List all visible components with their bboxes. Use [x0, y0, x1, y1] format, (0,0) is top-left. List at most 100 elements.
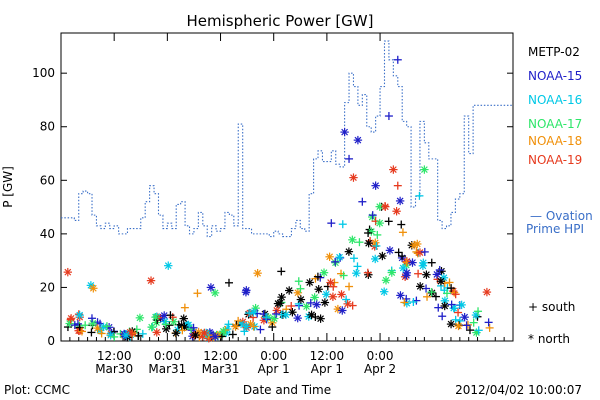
x-tick-label-date: Apr 2 — [364, 362, 396, 376]
y-tick-label: 60 — [40, 173, 55, 187]
north-marker — [416, 282, 425, 291]
north-marker — [177, 321, 186, 330]
north-marker — [385, 246, 395, 255]
north-marker — [387, 268, 397, 277]
north-marker — [364, 238, 373, 248]
south-marker — [224, 278, 233, 287]
legend-noaa-19: NOAA-19 — [528, 153, 582, 167]
north-marker — [310, 293, 319, 302]
north-marker — [371, 181, 380, 190]
south-marker — [342, 295, 351, 304]
south-marker — [485, 323, 494, 332]
north-marker — [314, 285, 323, 294]
north-marker — [281, 310, 291, 319]
x-tick-label-time: 0:00 — [260, 349, 287, 363]
south-marker — [397, 220, 406, 229]
south-marker — [393, 181, 402, 190]
south-marker — [427, 288, 436, 297]
north-marker — [152, 328, 161, 337]
north-marker — [398, 263, 408, 273]
south-marker — [87, 314, 96, 323]
y-tick-label: 20 — [40, 280, 55, 294]
south-marker — [415, 191, 424, 200]
north-marker — [454, 321, 463, 331]
south-marker — [339, 271, 348, 280]
south-marker — [454, 308, 463, 317]
north-marker — [293, 313, 302, 323]
south-marker — [77, 327, 86, 336]
south-marker — [409, 298, 418, 307]
north-marker — [375, 218, 384, 228]
north-marker — [242, 286, 251, 295]
south-marker — [451, 290, 460, 299]
south-marker — [447, 300, 456, 309]
south-marker — [414, 269, 423, 278]
north-marker — [436, 277, 446, 286]
data-markers — [63, 55, 494, 343]
south-marker — [402, 294, 411, 303]
south-marker — [228, 330, 237, 339]
north-marker — [319, 268, 329, 277]
north-marker — [340, 127, 349, 137]
south-marker — [451, 315, 460, 324]
north-marker — [328, 292, 338, 301]
south-marker — [161, 320, 170, 329]
south-marker — [178, 326, 187, 335]
south-marker — [272, 309, 281, 318]
north-marker — [307, 310, 316, 320]
x-tick-label-date: Mar30 — [95, 362, 133, 376]
south-marker — [363, 268, 372, 277]
south-marker — [97, 329, 106, 338]
south-marker — [256, 325, 265, 334]
south-marker — [338, 220, 347, 229]
north-marker — [335, 253, 344, 262]
north-marker — [171, 329, 181, 338]
x-tick-label-time: 12:00 — [310, 349, 345, 363]
north-marker — [320, 298, 330, 307]
north-marker — [338, 306, 347, 315]
north-marker — [63, 267, 73, 277]
south-marker — [249, 322, 258, 331]
south-marker — [262, 313, 271, 322]
legend-south-symbol: + south — [528, 300, 575, 314]
north-marker — [249, 308, 258, 317]
south-marker — [423, 292, 432, 301]
south-marker — [193, 289, 202, 298]
north-marker — [378, 251, 387, 261]
south-marker — [465, 326, 474, 335]
legend-noaa-18: NOAA-18 — [528, 134, 582, 148]
x-tick-label-time: 0:00 — [154, 349, 181, 363]
south-marker — [455, 316, 464, 325]
south-marker — [189, 323, 198, 332]
north-marker — [272, 306, 282, 315]
north-marker — [151, 312, 160, 322]
south-marker — [393, 55, 402, 64]
north-marker — [326, 278, 335, 287]
south-marker — [102, 322, 111, 331]
south-marker — [474, 307, 483, 316]
north-marker — [379, 287, 389, 296]
north-marker — [381, 202, 390, 211]
north-marker — [337, 290, 346, 299]
south-marker — [296, 284, 305, 293]
plot-frame — [60, 32, 514, 342]
north-marker — [147, 322, 156, 332]
north-marker — [440, 301, 449, 311]
south-marker — [433, 275, 442, 284]
south-marker — [180, 303, 189, 312]
south-marker — [474, 326, 483, 335]
y-axis-ticks: 0 20 40 60 80 100 — [32, 66, 513, 348]
south-marker — [435, 265, 444, 274]
south-marker — [277, 267, 286, 276]
north-marker — [312, 300, 321, 309]
south-marker — [63, 323, 72, 332]
south-marker — [329, 282, 338, 291]
south-marker — [345, 154, 354, 163]
north-marker — [231, 322, 240, 331]
legend-north-symbol: * north — [528, 332, 570, 346]
south-marker — [287, 301, 296, 310]
south-marker — [373, 230, 382, 239]
south-marker — [134, 331, 143, 340]
